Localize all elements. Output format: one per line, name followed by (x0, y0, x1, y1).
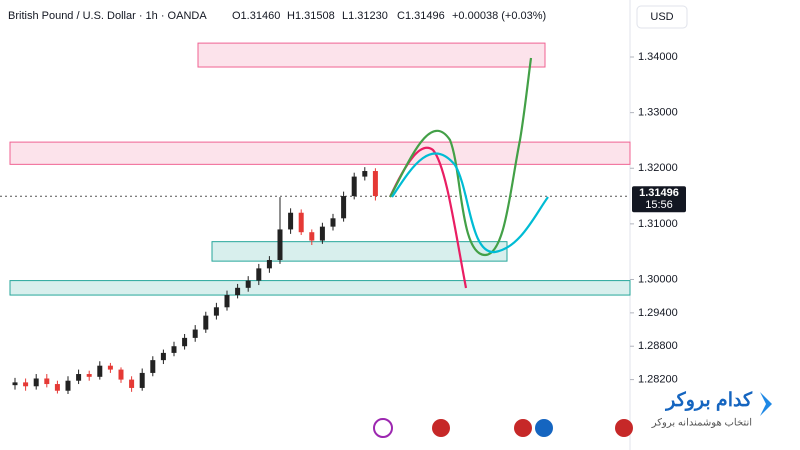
currency[interactable]: USD (650, 11, 673, 23)
y-tick-label: 1.28800 (638, 340, 678, 352)
candle-body (298, 212, 304, 233)
y-tick-label: 1.31000 (638, 218, 678, 230)
ohlc-value: L1.31230 (342, 10, 388, 22)
candle-body (129, 379, 135, 388)
candle-body (33, 378, 39, 387)
candle-body (65, 380, 71, 391)
event-icon[interactable] (373, 418, 393, 438)
y-tick-label: 1.30000 (638, 273, 678, 285)
watermark-tagline: انتخاب هوشمندانه بروکر (651, 418, 752, 429)
last-price-label: 1.31496 (639, 187, 679, 199)
watermark-box (645, 383, 790, 437)
candle-body (235, 287, 241, 296)
candle-body (277, 229, 283, 261)
event-icon[interactable] (615, 419, 633, 437)
zone (9, 280, 631, 296)
projection-cyan (391, 152, 549, 254)
candle-body (319, 226, 325, 241)
candle-body (351, 176, 357, 197)
event-icons (373, 418, 633, 438)
watermark-logo (760, 392, 772, 416)
candle-body (224, 295, 230, 308)
candle-body (171, 346, 177, 353)
candle-body (86, 374, 92, 377)
candle-body (107, 365, 113, 370)
candle-body (266, 260, 272, 269)
candle-body (256, 268, 262, 281)
candle-body (139, 372, 145, 388)
y-tick-label: 1.34000 (638, 51, 678, 63)
candle-body (97, 365, 103, 377)
candle-body (182, 337, 188, 347)
countdown: 15:56 (645, 199, 673, 211)
candle-body (213, 307, 219, 316)
candle-body (203, 315, 209, 330)
candle-body (362, 171, 368, 177)
candle-body (245, 280, 251, 288)
ohlc-value: H1.31508 (287, 10, 335, 22)
event-icon[interactable] (514, 419, 532, 437)
candle-body (12, 382, 18, 386)
candle-body (330, 218, 336, 227)
event-icon[interactable] (535, 419, 553, 437)
candle-body (76, 374, 82, 381)
candle-body (118, 369, 124, 380)
ohlc-value: O1.31460 (232, 10, 280, 22)
candle-body (309, 232, 315, 241)
event-icon[interactable] (432, 419, 450, 437)
candle-body (160, 352, 166, 361)
projection-green (389, 57, 533, 257)
candle-body (150, 360, 156, 373)
y-tick-label: 1.32000 (638, 162, 678, 174)
zone (197, 42, 546, 68)
candle-body (44, 378, 50, 385)
candle-body (192, 329, 198, 338)
ohlc-value: +0.00038 (+0.03%) (452, 10, 546, 22)
last-price-tag (632, 186, 686, 213)
plot (0, 42, 631, 395)
candle-body (341, 196, 347, 219)
ohlc-values: O1.31460 H1.31508 L1.31230 C1.31496 +0.00038… (232, 10, 546, 22)
currency-button[interactable] (636, 5, 688, 29)
y-tick-label: 1.33000 (638, 107, 678, 119)
candle-body (54, 384, 60, 391)
y-tick-label: 1.29400 (638, 307, 678, 319)
candle-body (372, 171, 378, 197)
candle-body (288, 212, 294, 230)
zone (211, 241, 508, 262)
zone (9, 141, 631, 165)
watermark-name: کدام بروکر (664, 390, 753, 411)
candle-body (23, 382, 29, 387)
symbol-title: British Pound / U.S. Dollar · 1h · OANDA (8, 10, 207, 22)
ohlc-value: C1.31496 (397, 10, 445, 22)
y-tick-label: 1.28200 (638, 374, 678, 386)
